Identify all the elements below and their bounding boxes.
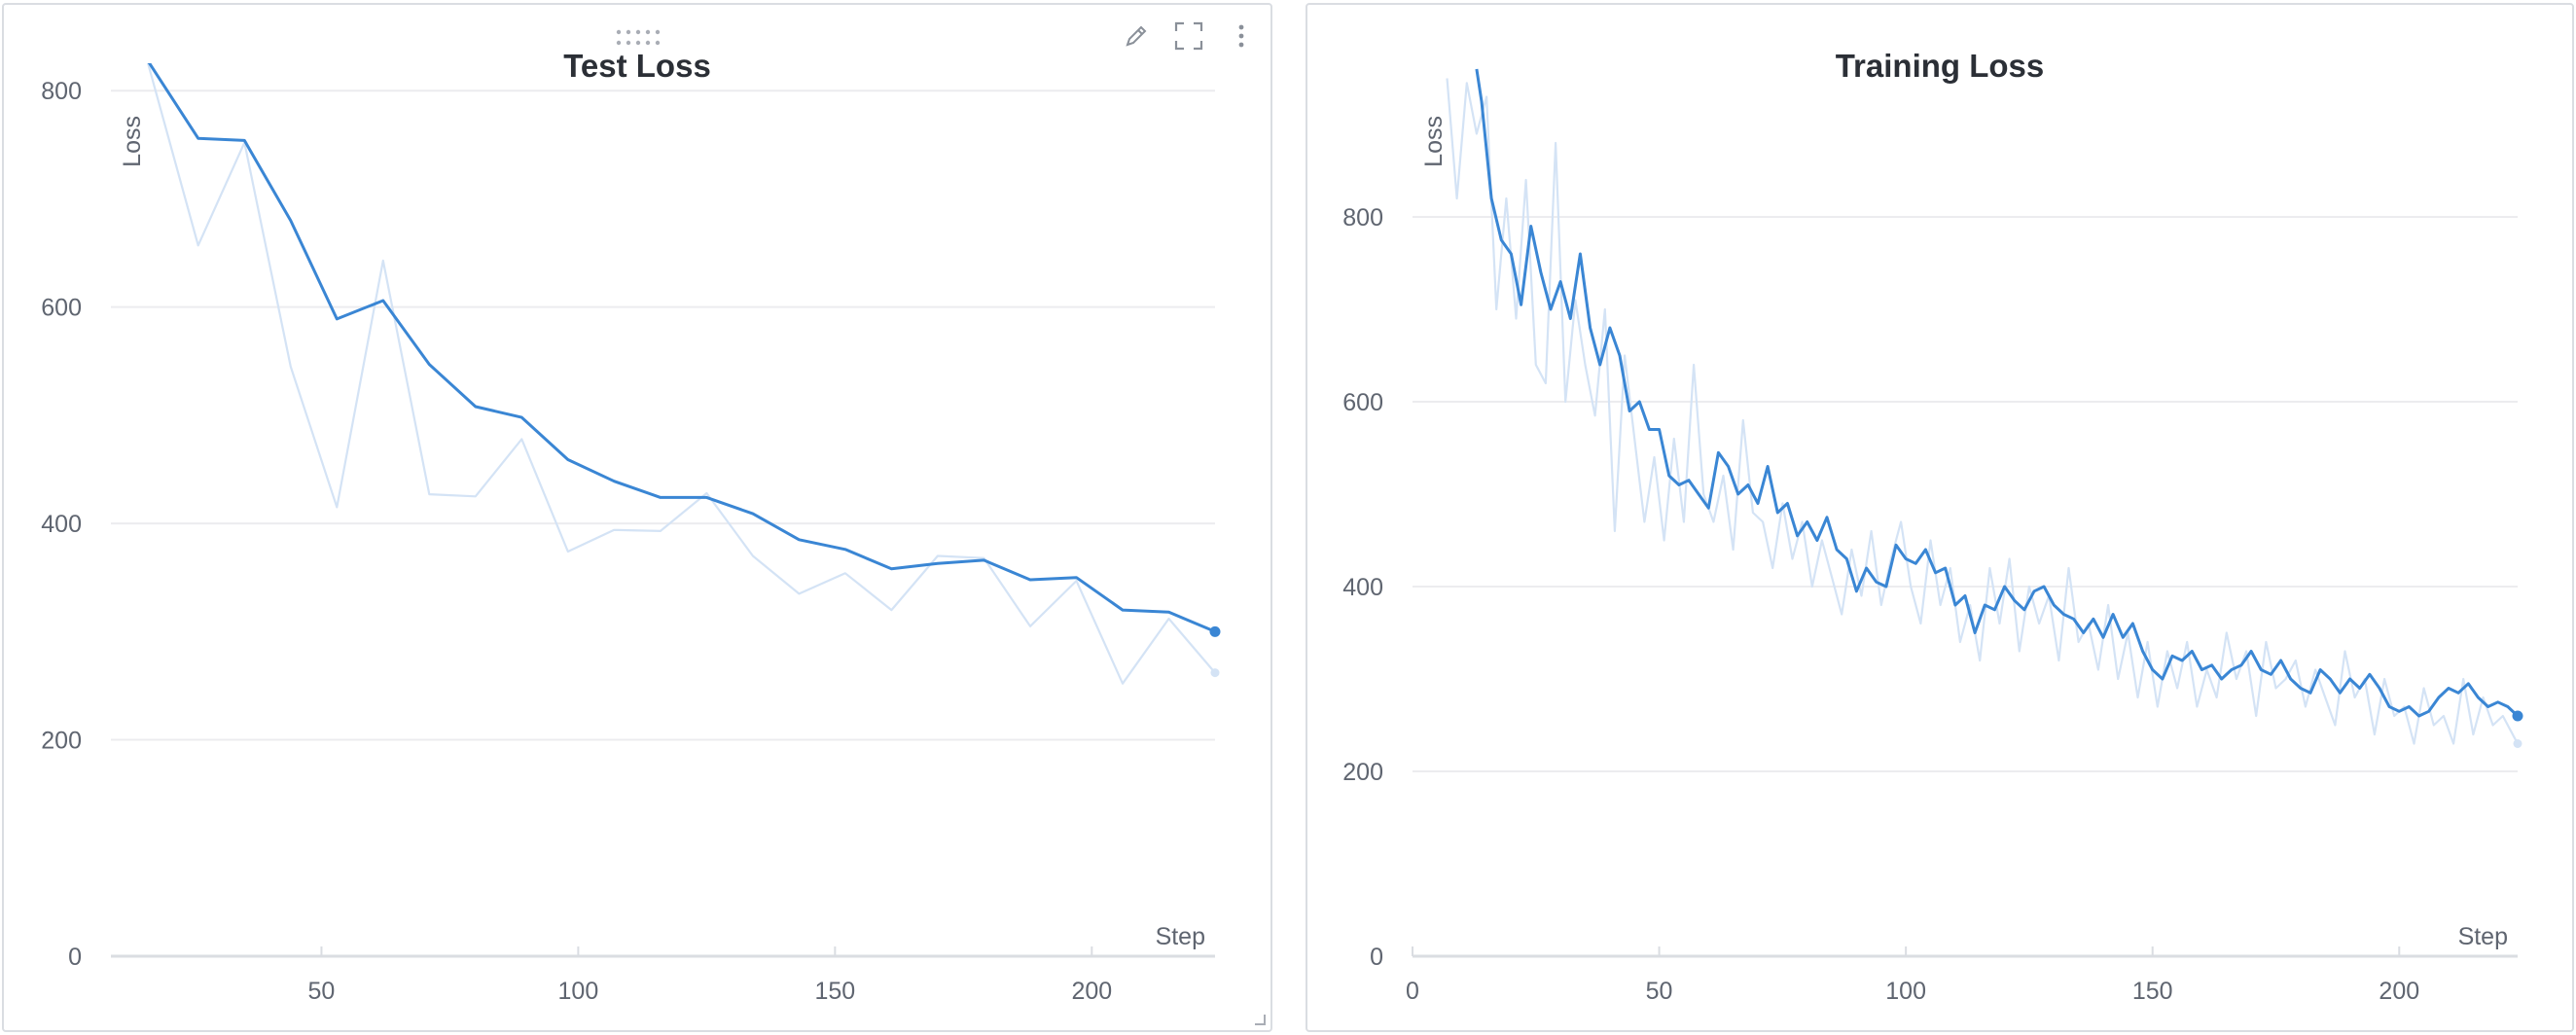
y-tick-label: 0 bbox=[1370, 944, 1383, 971]
x-tick-label: 50 bbox=[308, 978, 336, 1005]
smoothed-series-line bbox=[1475, 68, 2520, 718]
panel-toolbar bbox=[1119, 18, 1259, 54]
x-tick-label: 150 bbox=[814, 978, 855, 1005]
raw-series-endpoint bbox=[2513, 739, 2522, 748]
y-axis-title: Loss bbox=[119, 116, 146, 167]
x-tick-label: 200 bbox=[2379, 978, 2419, 1005]
fullscreen-icon[interactable] bbox=[1171, 18, 1206, 54]
drag-handle-icon[interactable] bbox=[615, 28, 662, 48]
y-tick-label: 800 bbox=[41, 78, 82, 105]
raw-series-line bbox=[1446, 78, 2519, 745]
training-loss-plot[interactable]: 0 200 400 600 800 0 50 100 150 200 Step Loss bbox=[1307, 5, 2576, 1034]
pencil-icon[interactable] bbox=[1119, 18, 1154, 54]
smoothed-series-line bbox=[147, 63, 1216, 633]
y-tick-label: 800 bbox=[1342, 204, 1383, 232]
chart-title: Test Loss bbox=[563, 48, 711, 84]
training-loss-panel: Training Loss 0 200 400 600 800 0 50 100 150 200 S… bbox=[1306, 3, 2574, 1032]
x-axis-title: Step bbox=[1156, 923, 1205, 950]
y-axis-title: Loss bbox=[1420, 116, 1448, 167]
y-tick-label: 600 bbox=[41, 295, 82, 322]
x-tick-label: 200 bbox=[1071, 978, 1112, 1005]
resize-corner-icon[interactable] bbox=[1253, 1013, 1267, 1026]
x-tick-label: 100 bbox=[1885, 978, 1926, 1005]
test-loss-panel: Test Loss 0 200 400 600 800 50 100 150 200 Step Lo… bbox=[2, 3, 1272, 1032]
y-tick-label: 200 bbox=[41, 728, 82, 755]
x-tick-label: 100 bbox=[558, 978, 599, 1005]
smoothed-series-endpoint bbox=[1209, 625, 1221, 637]
y-tick-label: 400 bbox=[41, 511, 82, 538]
x-tick-label: 0 bbox=[1406, 978, 1419, 1005]
y-tick-label: 200 bbox=[1342, 759, 1383, 786]
chart-title: Training Loss bbox=[1835, 48, 2045, 84]
y-tick-label: 0 bbox=[68, 944, 82, 971]
raw-series-endpoint bbox=[1210, 668, 1220, 678]
more-vertical-icon[interactable] bbox=[1224, 18, 1259, 54]
test-loss-plot[interactable]: 0 200 400 600 800 50 100 150 200 Step Loss bbox=[4, 5, 1274, 1034]
y-tick-label: 400 bbox=[1342, 574, 1383, 601]
x-axis-title: Step bbox=[2458, 923, 2508, 950]
smoothed-series-endpoint bbox=[2512, 710, 2523, 722]
x-tick-label: 150 bbox=[2132, 978, 2173, 1005]
raw-series-line bbox=[146, 63, 1216, 685]
y-tick-label: 600 bbox=[1342, 389, 1383, 416]
x-tick-label: 50 bbox=[1646, 978, 1673, 1005]
